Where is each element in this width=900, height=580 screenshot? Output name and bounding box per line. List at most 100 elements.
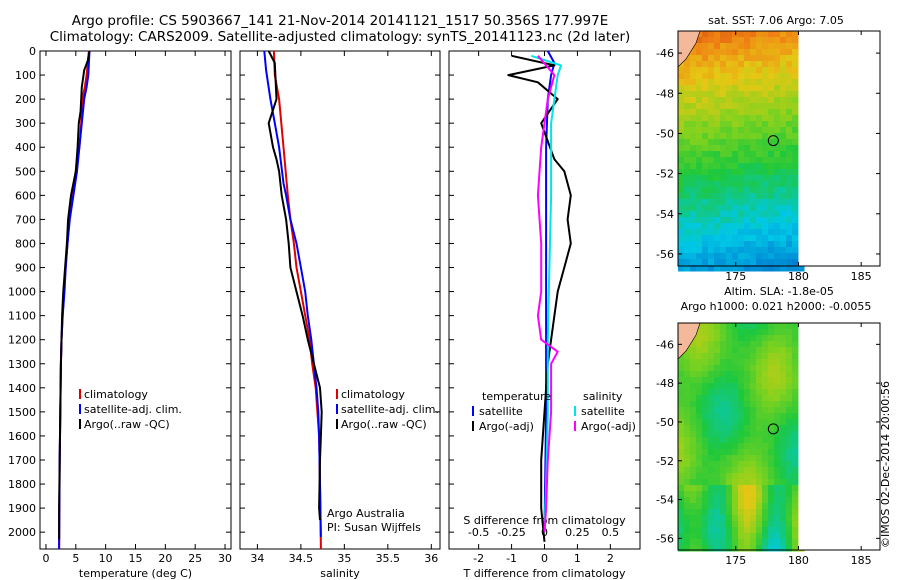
salinity-series-argo-raw-qc- (267, 50, 323, 521)
sst-map-heatmap-cell (780, 49, 787, 56)
sla-map-heatmap-cell (738, 533, 745, 540)
sla-map-heatmap-cell (708, 359, 715, 366)
sla-map-heatmap-cell (744, 407, 751, 414)
sst-map-heatmap-cell (678, 175, 685, 182)
sla-map-heatmap-cell (744, 365, 751, 372)
sst-map-heatmap-cell (762, 55, 769, 62)
sla-map-heatmap-cell (786, 449, 793, 456)
sla-map-heatmap-cell (726, 515, 733, 522)
sla-map-heatmap-cell (720, 437, 727, 444)
sla-map-heatmap-cell (738, 425, 745, 432)
sst-map-heatmap-cell (726, 97, 733, 104)
sla-map-heatmap-cell (738, 347, 745, 354)
sst-map-heatmap-cell (756, 121, 763, 128)
sst-map-heatmap-cell (726, 175, 733, 182)
salinity-xtick-label: 35 (337, 552, 351, 565)
sla-map-heatmap-cell (768, 383, 775, 390)
sla-map-heatmap-cell (690, 413, 697, 420)
sst-map-heatmap-cell (714, 151, 721, 158)
sst-map-heatmap-cell (738, 133, 745, 140)
sla-map-heatmap-cell (780, 341, 787, 348)
sla-map-heatmap-cell (780, 359, 787, 366)
sst-map-heatmap-cell (762, 205, 769, 212)
sla-map-heatmap-cell (702, 419, 709, 426)
sla-map-heatmap-cell (744, 473, 751, 480)
sla-map-heatmap-cell (714, 455, 721, 462)
sst-map-ytick-label: -50 (656, 127, 674, 140)
sst-map-heatmap-cell (762, 217, 769, 224)
sla-map-heatmap-cell (744, 371, 751, 378)
sla-map-heatmap-cell (792, 545, 799, 552)
sst-map-heatmap-cell (750, 211, 757, 218)
sst-map-heatmap-cell (750, 163, 757, 170)
sla-map-heatmap-cell (786, 533, 793, 540)
sst-map-heatmap-cell (714, 169, 721, 176)
sla-map-heatmap-cell (774, 365, 781, 372)
sst-map-heatmap-cell (696, 187, 703, 194)
sla-map-heatmap-cell (720, 461, 727, 468)
sst-map-heatmap-cell (750, 235, 757, 242)
sst-map-heatmap-cell (774, 61, 781, 68)
sst-map-heatmap-cell (732, 223, 739, 230)
sla-map-heatmap-cell (762, 329, 769, 336)
sst-map-heatmap-cell (714, 181, 721, 188)
salinity-xtick-label: 34.5 (289, 552, 314, 565)
sst-map-heatmap-cell (738, 265, 745, 272)
sst-map-heatmap-cell (702, 151, 709, 158)
sst-map-heatmap-cell (714, 223, 721, 230)
sla-map-heatmap-cell (702, 467, 709, 474)
sla-map-heatmap-cell (732, 437, 739, 444)
sla-map-heatmap-cell (786, 497, 793, 504)
sla-map-heatmap-cell (708, 353, 715, 360)
sla-map-heatmap-cell (714, 479, 721, 486)
sst-map-heatmap-cell (762, 211, 769, 218)
sla-map-heatmap-cell (714, 383, 721, 390)
sst-map-heatmap-cell (696, 241, 703, 248)
sst-map-heatmap-cell (780, 241, 787, 248)
sla-map-heatmap-cell (696, 467, 703, 474)
sst-map-heatmap-cell (792, 61, 799, 68)
sla-map-heatmap-cell (744, 425, 751, 432)
sla-map-heatmap-cell (678, 545, 685, 552)
sst-map-heatmap-cell (792, 97, 799, 104)
sst-map-heatmap-cell (696, 73, 703, 80)
sst-map-heatmap-cell (708, 55, 715, 62)
sla-map-heatmap-cell (744, 335, 751, 342)
sla-map-heatmap-cell (762, 527, 769, 534)
sst-map-heatmap-cell (756, 79, 763, 86)
sla-map-heatmap-cell (768, 521, 775, 528)
sla-map-heatmap-cell (780, 455, 787, 462)
temperature-xtick-label: 30 (218, 552, 232, 565)
sla-map-heatmap-cell (714, 509, 721, 516)
sla-map-heatmap-cell (762, 377, 769, 384)
sla-map-heatmap-cell (690, 479, 697, 486)
sst-map-heatmap-cell (726, 49, 733, 56)
sla-map-heatmap-cell (768, 443, 775, 450)
sst-map-axes-frame (677, 30, 881, 267)
sla-map-heatmap-cell (690, 389, 697, 396)
sla-map-heatmap-cell (732, 449, 739, 456)
sst-map-heatmap-cell (684, 205, 691, 212)
sst-map-heatmap-cell (738, 43, 745, 50)
sst-map-heatmap-cell (690, 85, 697, 92)
difference-xtick-label: 1 (574, 552, 581, 565)
sst-map-heatmap-cell (690, 247, 697, 254)
sla-map-heatmap-cell (744, 521, 751, 528)
sst-map-heatmap-cell (708, 247, 715, 254)
sla-map-heatmap-cell (684, 521, 691, 528)
sst-map-heatmap-cell (714, 67, 721, 74)
sla-map-heatmap-cell (744, 479, 751, 486)
sst-map-heatmap-cell (780, 253, 787, 260)
sst-map-heatmap-cell (768, 229, 775, 236)
sla-map-heatmap-cell (738, 413, 745, 420)
sla-map-heatmap-cell (762, 479, 769, 486)
sst-map-heatmap-cell (780, 199, 787, 206)
sst-map-heatmap-cell (678, 265, 685, 272)
sla-map-ytick-label: -48 (656, 377, 674, 390)
sst-map-heatmap-cell (708, 67, 715, 74)
sst-map-heatmap-cell (702, 181, 709, 188)
sla-map-heatmap-cell (684, 503, 691, 510)
sla-map-heatmap-cell (786, 431, 793, 438)
sla-map-heatmap-cell (702, 401, 709, 408)
